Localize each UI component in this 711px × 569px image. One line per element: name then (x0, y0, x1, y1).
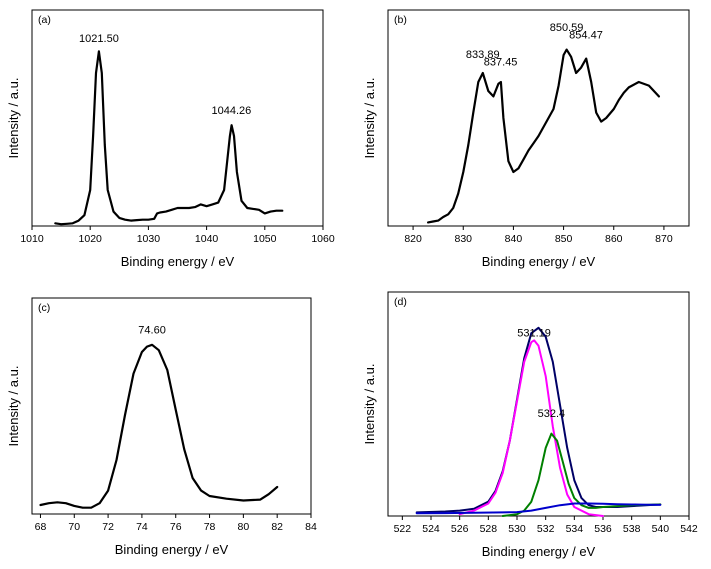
x-tick-label-b: 830 (454, 233, 472, 245)
y-axis-label-d: Intensity / a.u. (362, 364, 377, 445)
x-tick-label-d: 526 (451, 523, 469, 535)
series-line-d-3 (415, 502, 662, 515)
peak-label-b: 850.59 (550, 22, 584, 34)
plot-frame-d (387, 291, 690, 517)
x-tick-label-d: 524 (422, 523, 440, 535)
peak-label-d: 532.4 (538, 408, 566, 420)
x-tick-label-c: 74 (136, 521, 148, 533)
series-line-b-0 (427, 48, 661, 224)
x-tick-label-c: 72 (102, 521, 114, 533)
peak-label-b: 854.47 (569, 29, 603, 41)
x-tick-label-a: 1060 (311, 233, 335, 245)
x-tick-label-c: 70 (68, 521, 80, 533)
plot-frame-c (31, 297, 312, 515)
x-tick-label-b: 850 (555, 233, 573, 245)
peak-label-c: 74.60 (138, 325, 166, 337)
x-tick-label-a: 1010 (20, 233, 44, 245)
series-line-d-0 (415, 326, 662, 514)
x-tick-label-a: 1040 (195, 233, 219, 245)
x-tick-label-a: 1020 (79, 233, 103, 245)
x-tick-label-c: 84 (305, 521, 317, 533)
peak-label-b: 837.45 (484, 56, 518, 68)
x-tick-label-d: 522 (394, 523, 412, 535)
x-tick-label-c: 76 (170, 521, 182, 533)
plot-frame-b (387, 9, 690, 227)
x-tick-label-d: 534 (566, 523, 584, 535)
x-tick-label-d: 536 (594, 523, 612, 535)
x-tick-label-c: 80 (238, 521, 250, 533)
series-line-d-1 (458, 339, 604, 517)
x-tick-label-b: 860 (605, 233, 623, 245)
panel-d: 522 524 526 528 530 532 534 536 538 540 542 (d) Bind… (362, 291, 698, 559)
y-axis-label-b: Intensity / a.u. (362, 78, 377, 159)
x-axis-label-d: Binding energy / eV (482, 544, 596, 559)
series-line-a-0 (54, 50, 284, 226)
panel-label-b: (b) (394, 14, 407, 26)
x-tick-label-d: 540 (652, 523, 670, 535)
x-tick-label-c: 82 (271, 521, 283, 533)
series-line-c-0 (39, 343, 279, 509)
x-tick-label-a: 1050 (253, 233, 277, 245)
panel-b: 820 830 840 850 860 870 (b) Binding energy / eV… (362, 9, 690, 269)
y-axis-label-a: Intensity / a.u. (6, 78, 21, 159)
panel-label-c: (c) (38, 302, 50, 314)
panel-label-d: (d) (394, 296, 407, 308)
peak-label-b: 833.89 (466, 49, 500, 61)
x-tick-label-d: 530 (508, 523, 526, 535)
peak-label-a: 1021.50 (79, 33, 119, 45)
panel-c: 68 70 72 74 76 78 80 82 84 (c) Binding energy / eV… (6, 297, 317, 557)
plot-frame-a (31, 9, 324, 227)
x-axis-label-c: Binding energy / eV (115, 542, 229, 557)
y-axis-label-c: Intensity / a.u. (6, 366, 21, 447)
panel-label-a: (a) (38, 14, 51, 26)
x-tick-label-c: 68 (35, 521, 47, 533)
x-tick-label-d: 528 (480, 523, 498, 535)
panel-a: 1010 1020 1030 1040 1050 1060 (a) Binding energ… (6, 9, 335, 269)
x-tick-label-b: 840 (505, 233, 523, 245)
x-tick-label-d: 532 (537, 523, 555, 535)
x-axis-label-a: Binding energy / eV (121, 254, 235, 269)
x-tick-label-a: 1030 (137, 233, 161, 245)
peak-label-d: 531.19 (517, 327, 551, 339)
x-tick-label-b: 820 (404, 233, 422, 245)
x-tick-label-c: 78 (204, 521, 216, 533)
x-tick-label-d: 542 (680, 523, 698, 535)
x-axis-label-b: Binding energy / eV (482, 254, 596, 269)
x-tick-label-d: 538 (623, 523, 641, 535)
x-tick-label-b: 870 (655, 233, 673, 245)
series-line-d-2 (501, 432, 662, 517)
peak-label-a: 1044.26 (212, 105, 252, 117)
